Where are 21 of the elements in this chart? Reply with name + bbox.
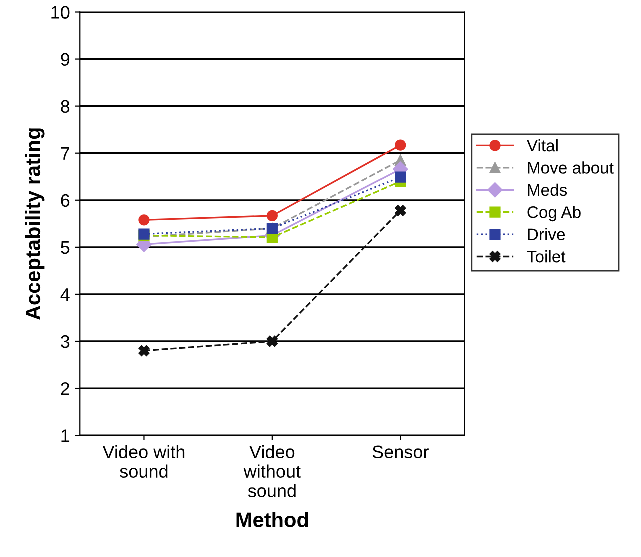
y-tick-label: 5 <box>61 242 70 254</box>
legend-label: Meds <box>528 184 568 196</box>
y-axis-title: Acceptability rating <box>25 128 45 320</box>
y-tick-label: 1 <box>62 430 70 442</box>
legend-label: Drive <box>528 228 566 241</box>
y-tick-label: 2 <box>61 382 70 396</box>
x-tick-label: Video with sound <box>102 445 185 478</box>
y-tick-label: 6 <box>61 194 70 208</box>
y-tick-label: 3 <box>61 335 70 348</box>
legend-label: Vital <box>526 139 558 152</box>
y-tick-label: 4 <box>60 288 70 302</box>
legend-label: Cog Ab <box>528 206 581 222</box>
x-tick-label: Sensor <box>372 446 429 459</box>
legend-label: Toilet <box>527 250 566 263</box>
legend-label: Move about <box>528 162 614 174</box>
y-tick-label: 8 <box>61 100 70 114</box>
x-tick-label: Video without sound <box>244 445 301 498</box>
x-axis-title: Method <box>236 512 308 528</box>
y-tick-label: 10 <box>52 6 70 19</box>
y-tick-label: 9 <box>61 53 70 66</box>
y-tick-label: 7 <box>61 147 70 160</box>
